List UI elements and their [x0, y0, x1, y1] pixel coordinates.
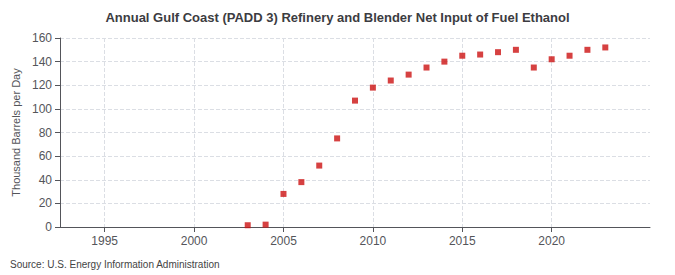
svg-text:20: 20	[39, 196, 53, 210]
svg-text:0: 0	[45, 220, 52, 234]
svg-text:Source: U.S. Energy Informatio: Source: U.S. Energy Information Administ…	[10, 259, 220, 270]
svg-text:60: 60	[39, 149, 53, 163]
svg-text:Annual Gulf Coast (PADD 3) Ref: Annual Gulf Coast (PADD 3) Refinery and …	[105, 10, 569, 25]
svg-text:2010: 2010	[360, 234, 387, 248]
svg-text:1995: 1995	[91, 234, 118, 248]
svg-text:2005: 2005	[270, 234, 297, 248]
svg-text:100: 100	[32, 102, 52, 116]
svg-text:140: 140	[32, 55, 52, 69]
svg-text:120: 120	[32, 78, 52, 92]
svg-text:160: 160	[32, 31, 52, 45]
svg-text:80: 80	[39, 126, 53, 140]
svg-text:2015: 2015	[449, 234, 476, 248]
svg-text:2000: 2000	[181, 234, 208, 248]
svg-text:Thousand Barrels per Day: Thousand Barrels per Day	[10, 68, 22, 197]
svg-text:40: 40	[39, 173, 53, 187]
svg-text:2020: 2020	[538, 234, 565, 248]
